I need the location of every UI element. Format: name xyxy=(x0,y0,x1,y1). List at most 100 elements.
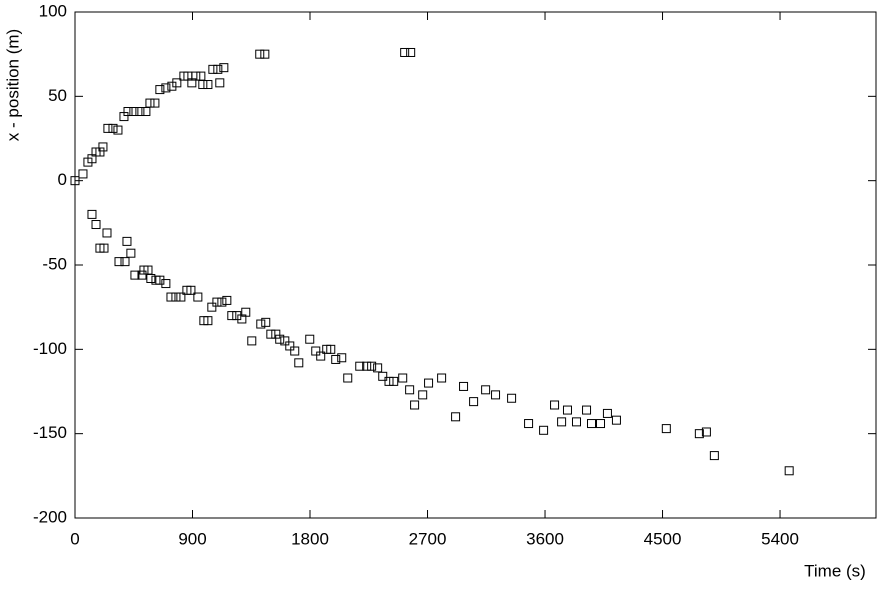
point xyxy=(316,351,326,361)
point xyxy=(227,311,237,321)
point xyxy=(99,243,109,253)
point xyxy=(171,292,181,302)
x-tick-label: 4500 xyxy=(644,529,682,548)
point xyxy=(176,292,186,302)
point xyxy=(367,361,377,371)
point xyxy=(161,279,171,289)
point xyxy=(469,397,479,407)
point xyxy=(611,415,621,425)
point xyxy=(129,107,139,117)
point xyxy=(98,142,108,152)
point xyxy=(141,107,151,117)
point xyxy=(126,248,136,258)
point xyxy=(203,80,213,90)
point xyxy=(114,257,124,267)
point xyxy=(208,64,218,74)
point xyxy=(424,378,434,388)
point xyxy=(524,419,534,429)
point xyxy=(145,98,155,108)
point xyxy=(203,316,213,326)
point xyxy=(261,317,271,327)
point xyxy=(709,451,719,461)
point xyxy=(326,344,336,354)
point xyxy=(91,220,101,230)
x-tick-label: 2700 xyxy=(409,529,447,548)
point xyxy=(87,209,97,219)
y-tick-label: 50 xyxy=(48,86,67,105)
point xyxy=(362,361,372,371)
point xyxy=(150,98,160,108)
point xyxy=(255,49,265,59)
point xyxy=(256,319,266,329)
point xyxy=(337,353,347,363)
point xyxy=(305,334,315,344)
y-tick-label: -100 xyxy=(33,339,67,358)
point xyxy=(587,419,597,429)
y-tick-label: -50 xyxy=(42,254,67,273)
point xyxy=(405,385,415,395)
point xyxy=(120,257,130,267)
point xyxy=(451,412,461,422)
point xyxy=(378,371,388,381)
y-axis-label: x - position (m) xyxy=(3,29,22,141)
x-tick-label: 3600 xyxy=(526,529,564,548)
point xyxy=(701,427,711,437)
point xyxy=(241,307,251,317)
point xyxy=(280,336,290,346)
point xyxy=(113,125,123,135)
point xyxy=(290,346,300,356)
point xyxy=(418,390,428,400)
point xyxy=(172,78,182,88)
point xyxy=(398,373,408,383)
point xyxy=(400,47,410,57)
point xyxy=(602,408,612,418)
point xyxy=(215,78,225,88)
point xyxy=(571,417,581,427)
y-tick-label: -200 xyxy=(33,507,67,526)
point xyxy=(311,346,321,356)
point xyxy=(108,123,118,133)
point xyxy=(285,341,295,351)
y-tick-label: 0 xyxy=(58,170,67,189)
point xyxy=(155,85,165,95)
point xyxy=(155,275,165,285)
point xyxy=(661,424,671,434)
point xyxy=(146,273,156,283)
point xyxy=(232,311,242,321)
point xyxy=(406,47,416,57)
y-tick-label: 100 xyxy=(39,1,67,20)
point xyxy=(222,295,232,305)
point xyxy=(193,292,203,302)
point xyxy=(70,176,80,186)
point xyxy=(122,236,132,246)
point xyxy=(212,297,222,307)
point xyxy=(275,334,285,344)
point xyxy=(247,336,257,346)
point xyxy=(95,147,105,157)
point xyxy=(343,373,353,383)
point xyxy=(389,376,399,386)
point xyxy=(78,169,88,179)
x-tick-label: 5400 xyxy=(761,529,799,548)
point xyxy=(217,297,227,307)
point xyxy=(186,285,196,295)
point xyxy=(539,425,549,435)
plot-frame xyxy=(74,11,877,519)
point xyxy=(491,390,501,400)
point xyxy=(161,83,171,93)
point xyxy=(294,358,304,368)
y-tick-label: -150 xyxy=(33,423,67,442)
point xyxy=(384,376,394,386)
point xyxy=(207,302,217,312)
point xyxy=(784,466,794,476)
point xyxy=(167,81,177,91)
point xyxy=(260,49,270,59)
point xyxy=(373,363,383,373)
x-tick-label: 900 xyxy=(178,529,206,548)
point xyxy=(507,393,517,403)
point xyxy=(102,228,112,238)
point xyxy=(410,400,420,410)
point xyxy=(481,385,491,395)
point xyxy=(596,419,606,429)
